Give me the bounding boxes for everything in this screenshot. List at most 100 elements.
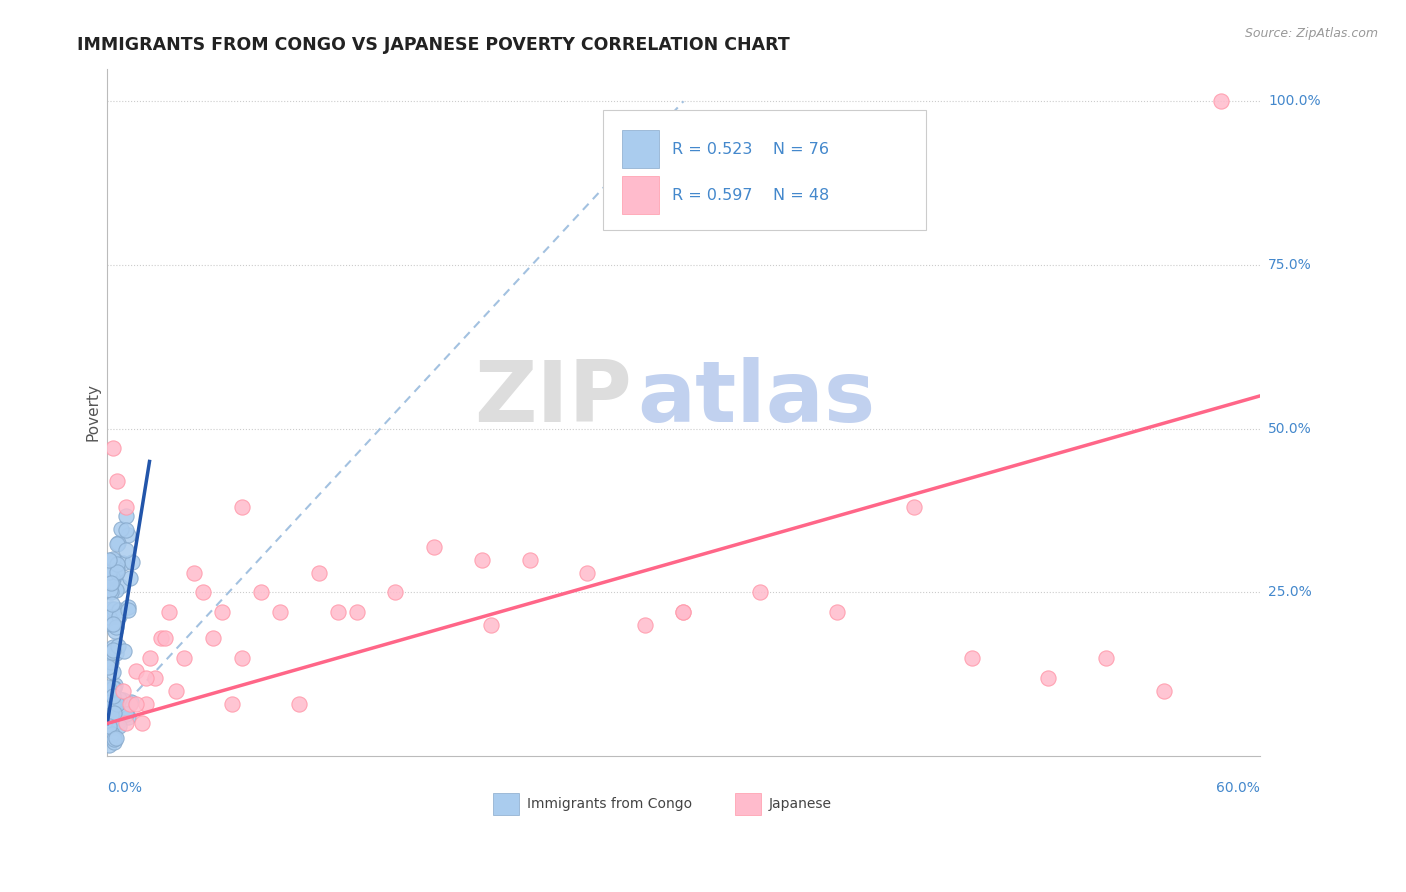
Bar bbox=[494, 793, 519, 814]
Text: IMMIGRANTS FROM CONGO VS JAPANESE POVERTY CORRELATION CHART: IMMIGRANTS FROM CONGO VS JAPANESE POVERT… bbox=[77, 36, 790, 54]
Point bbox=[97, 552, 120, 566]
Point bbox=[101, 617, 124, 632]
Point bbox=[115, 543, 138, 558]
Point bbox=[100, 655, 122, 669]
Point bbox=[103, 624, 125, 638]
Point bbox=[135, 671, 157, 685]
Point bbox=[108, 603, 131, 617]
Point bbox=[125, 697, 148, 711]
Point bbox=[100, 584, 122, 599]
Text: R = 0.597    N = 48: R = 0.597 N = 48 bbox=[672, 188, 830, 203]
Text: Japanese: Japanese bbox=[769, 797, 832, 811]
Point bbox=[120, 697, 142, 711]
Point bbox=[98, 609, 121, 624]
Point bbox=[101, 689, 124, 703]
Point bbox=[117, 528, 139, 542]
Point bbox=[104, 731, 127, 746]
Point bbox=[115, 707, 138, 722]
Point bbox=[97, 680, 120, 694]
Point bbox=[101, 681, 124, 696]
Point bbox=[423, 540, 446, 554]
Point bbox=[121, 555, 143, 569]
Point bbox=[131, 716, 153, 731]
Point bbox=[1153, 683, 1175, 698]
Point bbox=[107, 535, 129, 549]
Point bbox=[97, 569, 120, 583]
Point bbox=[125, 664, 148, 678]
Bar bbox=[735, 793, 761, 814]
Text: Source: ZipAtlas.com: Source: ZipAtlas.com bbox=[1244, 27, 1378, 40]
Text: ZIP: ZIP bbox=[474, 357, 631, 440]
Point bbox=[100, 602, 122, 616]
Point bbox=[108, 692, 131, 706]
Point bbox=[960, 651, 983, 665]
Point bbox=[101, 665, 124, 679]
Bar bbox=[623, 177, 659, 214]
Point bbox=[1095, 651, 1118, 665]
Point bbox=[108, 714, 131, 728]
Point bbox=[112, 692, 135, 706]
Point bbox=[98, 714, 121, 728]
Point bbox=[576, 566, 599, 580]
Point bbox=[103, 643, 125, 657]
Point bbox=[183, 566, 205, 580]
Point bbox=[101, 727, 124, 741]
Point bbox=[165, 683, 187, 698]
Point bbox=[107, 719, 129, 733]
Point bbox=[201, 632, 224, 646]
Point bbox=[103, 706, 125, 720]
Point bbox=[143, 671, 166, 685]
Point bbox=[101, 645, 124, 659]
Point bbox=[100, 707, 122, 722]
Point bbox=[103, 730, 125, 744]
Point bbox=[105, 536, 128, 550]
Y-axis label: Poverty: Poverty bbox=[86, 384, 100, 442]
Point bbox=[519, 552, 541, 566]
Point bbox=[101, 694, 124, 708]
Point bbox=[103, 731, 125, 746]
Point bbox=[903, 500, 925, 515]
Point bbox=[1211, 95, 1233, 109]
Point bbox=[672, 605, 695, 619]
Text: atlas: atlas bbox=[637, 357, 876, 440]
Point bbox=[103, 681, 125, 695]
Point bbox=[288, 697, 311, 711]
Point bbox=[103, 697, 125, 711]
Point bbox=[104, 678, 127, 692]
Point bbox=[98, 582, 121, 597]
Point bbox=[115, 500, 138, 515]
Text: R = 0.523    N = 76: R = 0.523 N = 76 bbox=[672, 142, 830, 157]
Point bbox=[634, 618, 657, 632]
Point bbox=[101, 571, 124, 585]
Point bbox=[105, 557, 128, 571]
Point bbox=[231, 500, 253, 515]
Bar bbox=[623, 130, 659, 169]
Text: 75.0%: 75.0% bbox=[1268, 258, 1312, 272]
Point bbox=[104, 699, 127, 714]
Text: 0.0%: 0.0% bbox=[107, 781, 142, 795]
Point bbox=[326, 605, 349, 619]
Point bbox=[105, 698, 128, 712]
Point bbox=[101, 597, 124, 611]
Point bbox=[100, 693, 122, 707]
Point bbox=[250, 585, 273, 599]
Point bbox=[221, 697, 243, 711]
Point bbox=[105, 565, 128, 579]
Point bbox=[103, 734, 125, 748]
Point bbox=[101, 570, 124, 584]
Point bbox=[112, 643, 135, 657]
Point bbox=[111, 683, 134, 698]
Point bbox=[749, 585, 772, 599]
Point bbox=[100, 576, 122, 591]
Point bbox=[120, 695, 142, 709]
Text: 100.0%: 100.0% bbox=[1268, 95, 1320, 108]
Point bbox=[471, 552, 494, 566]
Point bbox=[150, 632, 173, 646]
Point bbox=[104, 554, 127, 568]
Text: 50.0%: 50.0% bbox=[1268, 422, 1312, 435]
Point bbox=[384, 585, 406, 599]
Point bbox=[111, 556, 134, 570]
Point bbox=[101, 551, 124, 566]
Point bbox=[115, 523, 138, 537]
FancyBboxPatch shape bbox=[603, 110, 925, 230]
